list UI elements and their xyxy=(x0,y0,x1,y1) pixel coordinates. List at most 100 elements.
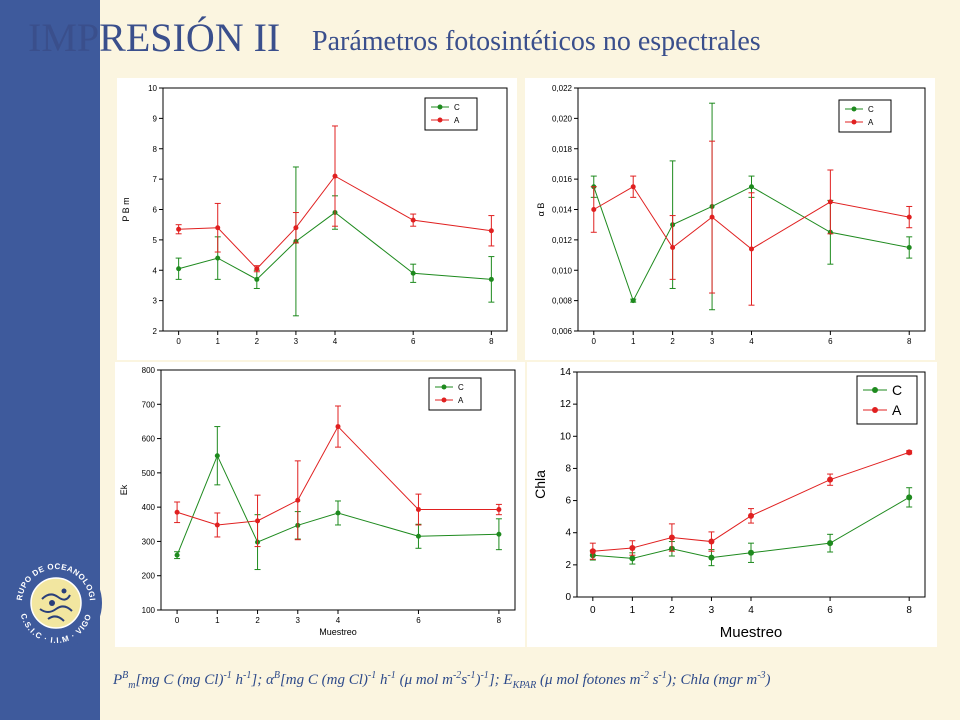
data-point-C xyxy=(215,255,221,261)
y-tick-label: 0,020 xyxy=(552,114,573,123)
data-point-C xyxy=(749,184,754,190)
data-point-A xyxy=(174,509,180,515)
x-tick-label: 6 xyxy=(411,337,416,346)
x-tick-label: 4 xyxy=(749,337,754,346)
y-tick-label: 9 xyxy=(153,114,158,123)
x-tick-label: 3 xyxy=(709,605,715,616)
caption-part: [mg C (mg Cl) xyxy=(279,672,368,688)
chart-pbm: 2 3 4 5 6 7 8 9 10 0 1 2 3 4 6 8 P B m CA xyxy=(121,84,508,346)
caption-part: μ xyxy=(545,672,553,688)
y-axis-label: P B m xyxy=(121,197,131,221)
x-tick-label: 8 xyxy=(906,605,912,616)
data-point-C xyxy=(630,298,636,304)
y-tick-label: 2 xyxy=(565,560,571,571)
y-tick-label: 6 xyxy=(153,206,158,215)
y-tick-label: 4 xyxy=(565,528,571,539)
y-tick-label: 8 xyxy=(153,145,158,154)
caption-part: KPAR xyxy=(512,680,537,691)
data-point-A xyxy=(906,214,912,220)
data-point-A xyxy=(708,538,715,545)
caption-part: -1 xyxy=(480,670,489,681)
y-axis-label: α B xyxy=(536,203,546,217)
x-tick-label: 0 xyxy=(590,605,596,616)
x-tick-label: 3 xyxy=(710,337,715,346)
y-tick-label: 14 xyxy=(560,367,572,378)
legend-label-A: A xyxy=(454,116,460,125)
chart-ek: 100 200 300 400 500 600 700 800 0 1 2 3 4 6 8 Ek Muestre… xyxy=(119,366,516,637)
legend-box xyxy=(424,97,478,131)
x-tick-label: 8 xyxy=(497,616,502,625)
y-tick-label: 7 xyxy=(153,175,158,184)
chart-alpha: 0,006 0,008 0,010 0,012 0,014 0,016 0,018 0,020… xyxy=(536,84,926,346)
legend-marker-A xyxy=(851,119,857,125)
y-tick-label: 12 xyxy=(560,399,572,410)
caption-part: B xyxy=(273,670,280,681)
data-point-A xyxy=(295,497,301,503)
x-tick-label: 8 xyxy=(907,337,912,346)
caption-part: s xyxy=(461,672,468,688)
caption-part: P xyxy=(113,672,123,688)
caption-part: ]; E xyxy=(488,672,513,688)
x-tick-label: 2 xyxy=(255,616,260,625)
data-point-A xyxy=(215,225,221,231)
y-axis-label: Chla xyxy=(532,470,548,499)
caption-part: μ xyxy=(404,672,413,688)
caption-part: [mg C (mg Cl) xyxy=(135,672,224,688)
caption-part: ( xyxy=(536,672,546,688)
chart-panel-ek: 100 200 300 400 500 600 700 800 0 1 2 3 4 6 8 Ek Muestre… xyxy=(115,362,525,647)
data-point-A xyxy=(591,207,597,212)
caption-units: PBm[mg C (mg Cl)-1 h-1]; αB[mg C (mg Cl)… xyxy=(113,670,953,691)
y-tick-label: 200 xyxy=(142,572,156,581)
data-point-A xyxy=(630,184,636,190)
y-tick-label: 0 xyxy=(565,592,571,603)
y-tick-label: 0,014 xyxy=(552,206,573,215)
data-point-A xyxy=(214,522,220,528)
data-point-A xyxy=(293,225,299,231)
data-point-A xyxy=(709,214,715,220)
y-tick-label: 3 xyxy=(153,297,158,306)
data-point-A xyxy=(629,544,636,551)
y-tick-label: 600 xyxy=(142,435,156,444)
x-axis-label: Muestreo xyxy=(319,627,357,637)
y-tick-label: 2 xyxy=(153,327,158,336)
caption-part: -1 xyxy=(367,670,377,681)
legend-label-A: A xyxy=(868,118,874,127)
caption-part: -2 xyxy=(452,670,462,681)
legend-marker-A xyxy=(872,407,878,413)
x-tick-label: 3 xyxy=(296,616,301,625)
legend-label-C: C xyxy=(868,105,874,114)
caption-part: α xyxy=(265,672,274,688)
legend-marker-C xyxy=(851,106,857,112)
y-tick-label: 0,016 xyxy=(552,175,573,184)
data-point-C xyxy=(254,276,260,282)
legend-marker-A xyxy=(437,117,443,123)
caption-part: -2 xyxy=(640,670,649,681)
legend-label-A: A xyxy=(892,402,902,418)
y-tick-label: 0,018 xyxy=(552,145,573,154)
data-point-A xyxy=(176,226,182,232)
caption-part: -1 xyxy=(223,670,232,681)
x-tick-label: 3 xyxy=(294,337,299,346)
legend-label-C: C xyxy=(458,383,464,392)
legend-label-C: C xyxy=(892,382,902,398)
x-tick-label: 8 xyxy=(489,337,494,346)
caption-part: -1 xyxy=(243,670,252,681)
page-title: IMPRESIÓN II xyxy=(28,15,281,60)
x-tick-label: 6 xyxy=(828,337,833,346)
data-point-A xyxy=(827,476,834,483)
data-point-A xyxy=(906,449,913,456)
data-point-A xyxy=(410,217,416,223)
x-tick-label: 0 xyxy=(175,616,180,625)
series-line-A xyxy=(592,451,910,552)
data-point-C xyxy=(708,554,715,561)
y-tick-label: 300 xyxy=(142,537,156,546)
data-point-C xyxy=(415,533,421,539)
data-point-C xyxy=(410,270,416,276)
x-tick-label: 1 xyxy=(631,337,636,346)
y-tick-label: 8 xyxy=(565,463,571,474)
data-point-C xyxy=(748,549,754,556)
data-point-C xyxy=(176,266,182,272)
legend-marker-C xyxy=(437,104,443,110)
data-point-A xyxy=(749,246,754,252)
